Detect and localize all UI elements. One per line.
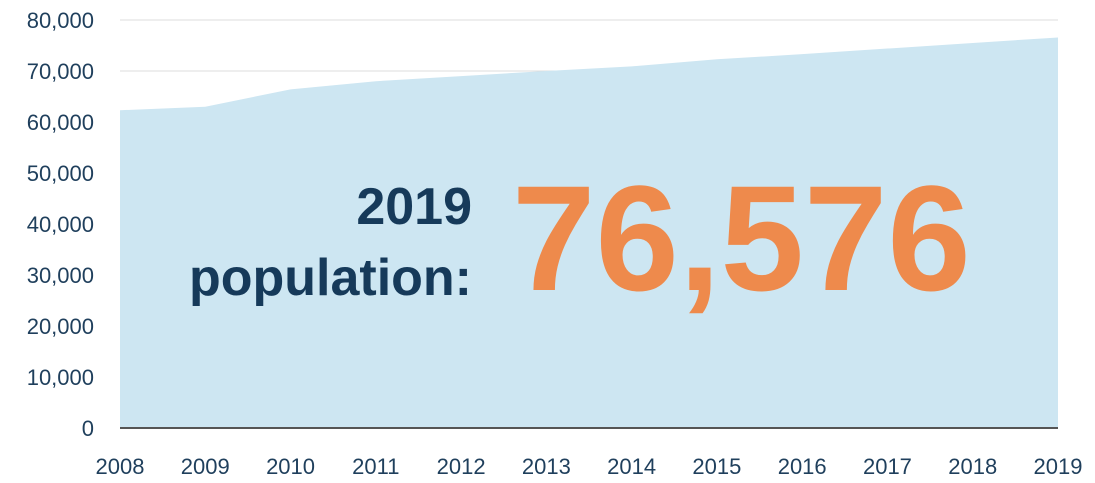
y-tick-label: 70,000: [27, 59, 94, 84]
callout-year-label: 2019: [356, 178, 472, 236]
x-tick-label: 2017: [863, 454, 912, 479]
x-tick-label: 2013: [522, 454, 571, 479]
x-tick-label: 2009: [181, 454, 230, 479]
callout-population-value: 76,576: [512, 154, 971, 322]
callout-population-label: population:: [189, 249, 472, 307]
area-series: [120, 37, 1058, 428]
y-tick-label: 60,000: [27, 110, 94, 135]
x-tick-label: 2008: [96, 454, 145, 479]
x-tick-label: 2014: [607, 454, 656, 479]
x-tick-label: 2018: [948, 454, 997, 479]
x-tick-label: 2019: [1034, 454, 1083, 479]
x-tick-label: 2016: [778, 454, 827, 479]
x-tick-label: 2015: [692, 454, 741, 479]
y-tick-label: 30,000: [27, 263, 94, 288]
y-tick-label: 50,000: [27, 161, 94, 186]
y-tick-label: 80,000: [27, 8, 94, 33]
y-tick-label: 10,000: [27, 365, 94, 390]
population-area: [120, 37, 1058, 428]
x-tick-label: 2012: [437, 454, 486, 479]
y-tick-label: 0: [82, 416, 94, 441]
x-axis-tick-labels: 2008 2009 2010 2011 2012 2013 2014 2015 2016 2017…: [96, 454, 1083, 479]
x-tick-label: 2010: [266, 454, 315, 479]
y-axis-tick-labels: 0 10,000 20,000 30,000 40,000 50,000 60,000 70,…: [27, 8, 94, 441]
y-tick-label: 20,000: [27, 314, 94, 339]
x-tick-label: 2011: [352, 454, 399, 479]
y-tick-label: 40,000: [27, 212, 94, 237]
